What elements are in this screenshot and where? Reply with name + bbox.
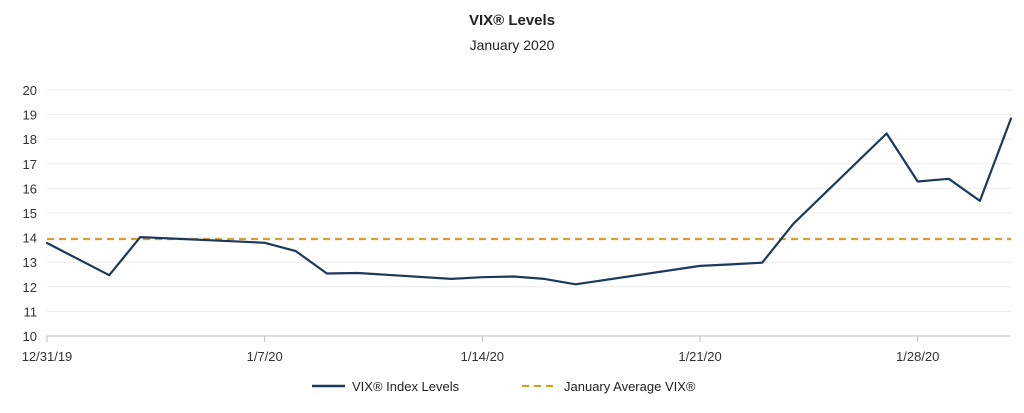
y-tick-label: 20: [23, 83, 37, 98]
chart-title: VIX® Levels: [468, 12, 556, 29]
y-tick-label: 13: [23, 255, 37, 270]
y-tick-label: 19: [23, 108, 37, 123]
series-lines: [45, 117, 1013, 286]
y-tick-label: 10: [23, 329, 37, 344]
y-tick-label: 12: [23, 280, 37, 295]
y-tick-label: 16: [23, 181, 37, 196]
y-axis-ticks: 10 11 12 13 14 15 16 17 18 19 20: [23, 83, 37, 344]
x-tick-label: 1/14/20: [461, 349, 504, 364]
y-tick-label: 17: [23, 157, 37, 172]
legend: VIX® Index Levels January Average VIX®: [312, 379, 696, 394]
chart-subtitle: January 2020: [469, 37, 555, 53]
y-tick-label: 15: [23, 206, 37, 221]
legend-label-vix: VIX® Index Levels: [352, 379, 460, 394]
x-tick-label: 12/31/19: [22, 349, 73, 364]
x-axis: 12/31/19 1/7/20 1/14/20 1/21/20 1/28/20: [22, 335, 1011, 364]
y-tick-label: 18: [23, 132, 37, 147]
x-tick-label: 1/7/20: [247, 349, 283, 364]
gridlines: [47, 89, 1011, 312]
legend-label-average: January Average VIX®: [564, 379, 696, 394]
y-tick-label: 11: [24, 304, 38, 319]
x-tick-label: 1/28/20: [896, 349, 939, 364]
x-tick-label: 1/21/20: [678, 349, 721, 364]
y-tick-label: 14: [23, 231, 37, 246]
vix-index-line: [45, 117, 1013, 286]
